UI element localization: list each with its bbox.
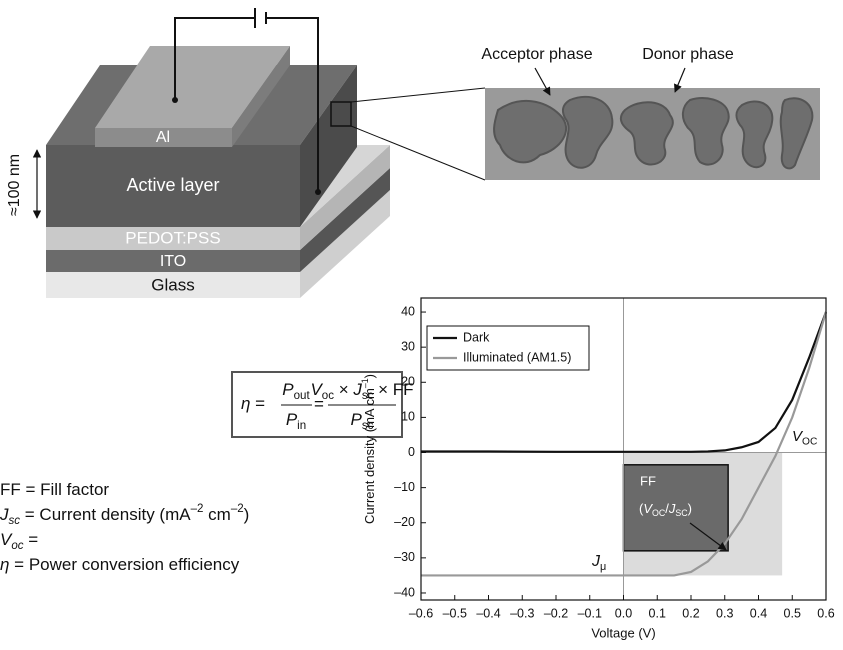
text-part: ) xyxy=(688,501,692,516)
text-part: ) xyxy=(244,505,250,524)
y-tick-label: –20 xyxy=(394,515,415,529)
x-tick-label: –0.3 xyxy=(510,606,534,620)
contact xyxy=(172,97,178,103)
text-part: sc xyxy=(9,515,21,527)
y-tick-label: 20 xyxy=(401,375,415,389)
text-part: OC xyxy=(802,436,817,447)
text-part: –2 xyxy=(231,503,244,515)
acceptor-label: Acceptor phase xyxy=(481,46,592,63)
annotation: FF xyxy=(640,473,656,488)
x-tick-label: 0.6 xyxy=(817,606,834,620)
x-tick-label: 0.3 xyxy=(716,606,733,620)
text-part: P xyxy=(282,380,294,399)
text-part: = Current density (mA xyxy=(20,505,191,524)
text-part: η xyxy=(241,394,250,413)
text-part: P xyxy=(286,410,298,429)
x-tick-label: 0.2 xyxy=(682,606,699,620)
text-part: Current density (mA cm xyxy=(362,388,377,524)
thickness-label: ≈100 nm xyxy=(6,154,23,216)
ito-label: ITO xyxy=(160,253,186,270)
x-tick-label: –0.6 xyxy=(409,606,433,620)
text-part: = Power conversion efficiency xyxy=(9,555,239,574)
text-part: SC xyxy=(675,508,688,518)
x-tick-label: –0.4 xyxy=(476,606,500,620)
text-part: –1 xyxy=(360,378,370,388)
morphology: Acceptor phase Donor phase xyxy=(331,46,820,180)
definition: Jsc = Current density (mA–2 cm–2) xyxy=(0,503,249,527)
text-part: P xyxy=(351,410,363,429)
y-tick-label: 0 xyxy=(408,445,415,459)
pedot-label: PEDOT:PSS xyxy=(125,228,220,247)
text-part: FF = Fill factor xyxy=(0,480,109,499)
equation-num: Pout xyxy=(282,380,310,402)
al-label: Al xyxy=(156,129,170,146)
x-tick-label: –0.1 xyxy=(578,606,602,620)
figure: Al Active layer PEDOT:PSS ITO Glass ≈100… xyxy=(0,0,843,650)
equation-lhs: η = xyxy=(241,394,265,413)
donor-label: Donor phase xyxy=(642,46,734,63)
text-part: μ xyxy=(600,561,606,573)
equation-den: Pin xyxy=(286,410,306,432)
y-tick-label: –10 xyxy=(394,480,415,494)
text-part: × xyxy=(334,380,353,399)
y-tick-label: –40 xyxy=(394,585,415,599)
annotation: VOC xyxy=(792,428,817,447)
y-tick-label: –30 xyxy=(394,550,415,564)
x-axis-label: Voltage (V) xyxy=(591,625,655,640)
text-part: –2 xyxy=(191,503,204,515)
definition: Voc = xyxy=(0,530,38,552)
text-part: oc xyxy=(11,540,23,552)
y-axis-label: Current density (mA cm–1) xyxy=(360,374,377,524)
zoom-line xyxy=(351,88,485,102)
y-tick-label: 10 xyxy=(401,410,415,424)
x-tick-label: 0.5 xyxy=(784,606,801,620)
annotation: Jμ xyxy=(591,553,606,572)
text-part: ) xyxy=(362,374,377,378)
legend-label: Illuminated (AM1.5) xyxy=(463,350,571,364)
device: Al Active layer PEDOT:PSS ITO Glass ≈100… xyxy=(6,8,390,298)
active-label: Active layer xyxy=(126,175,219,195)
x-tick-label: 0.4 xyxy=(750,606,767,620)
x-tick-label: 0.0 xyxy=(615,606,632,620)
text-part: OC xyxy=(652,508,666,518)
x-tick-label: –0.2 xyxy=(544,606,568,620)
contact xyxy=(315,189,321,195)
text-part: cm xyxy=(203,505,230,524)
text-part: in xyxy=(297,420,306,432)
y-tick-label: 30 xyxy=(401,339,415,353)
definition: η = Power conversion efficiency xyxy=(0,555,240,574)
definition: FF = Fill factor xyxy=(0,480,109,499)
text-part: out xyxy=(294,390,311,402)
text-part: oc xyxy=(322,390,334,402)
x-tick-label: –0.5 xyxy=(443,606,467,620)
text-part: η xyxy=(0,555,9,574)
glass-label: Glass xyxy=(151,275,194,294)
y-tick-label: 40 xyxy=(401,304,415,318)
legend-label: Dark xyxy=(463,330,490,344)
text-part: = xyxy=(24,530,39,549)
x-tick-label: 0.1 xyxy=(649,606,666,620)
text-part: = xyxy=(250,394,265,413)
